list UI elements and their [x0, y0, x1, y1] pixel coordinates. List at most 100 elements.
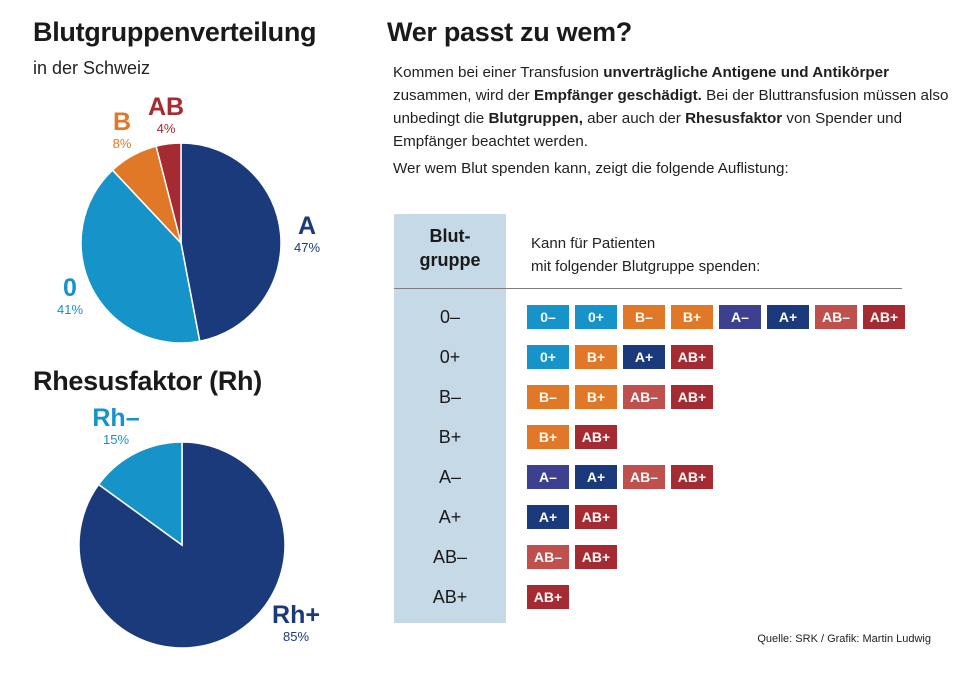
compat-row: A+ A+ AB+ — [394, 503, 914, 531]
recipient-tag: A+ — [575, 465, 617, 489]
pie1-label-ab-pct: 4% — [156, 121, 176, 136]
blood-group-pie — [80, 142, 282, 344]
donor-group-label: B– — [438, 387, 462, 407]
pie2-title: Rhesusfaktor (Rh) — [33, 366, 262, 396]
pie1-label-b: B 8% — [100, 108, 144, 151]
recipient-tag: A+ — [767, 305, 809, 329]
compat-row: AB+ AB+ — [394, 583, 914, 611]
compat-row: AB– AB– AB+ — [394, 543, 914, 571]
can-donate-header: Kann für Patienten mit folgender Blutgru… — [531, 232, 760, 278]
intro-run: Bei der Bluttransfusion müssen also unbe… — [393, 87, 949, 127]
recipient-tag: AB– — [527, 545, 569, 569]
intro-run: Rhesusfaktor — [685, 110, 783, 127]
blood-group-slice-3 — [155, 142, 182, 244]
recipient-tag: B– — [623, 305, 665, 329]
pie1-label-b-name: B — [112, 108, 132, 136]
blood-group-column — [394, 214, 506, 623]
donor-group-label: AB+ — [432, 587, 468, 607]
recipient-tag: B+ — [527, 425, 569, 449]
pie2-label-rhminus-name: Rh– — [92, 404, 140, 432]
blood-group-slice-1 — [80, 169, 201, 344]
compat-row: B– B– B+ AB– AB+ — [394, 383, 914, 411]
recipient-tag: AB+ — [527, 585, 569, 609]
recipient-tag: A– — [527, 465, 569, 489]
intro-paragraph: Kommen bei einer Transfusion unverträgli… — [393, 61, 953, 153]
can-donate-header-line2: mit folgender Blutgruppe spenden: — [531, 258, 761, 275]
recipient-tag: A+ — [623, 345, 665, 369]
pie1-label-a-name: A — [297, 212, 317, 240]
recipient-tag: AB+ — [671, 345, 713, 369]
intro-run: Kommen bei einer Transfusion — [393, 64, 604, 81]
recipient-tag: AB+ — [575, 545, 617, 569]
pie2-label-rhplus-pct: 85% — [282, 629, 310, 644]
intro-text: Kommen bei einer Transfusion unverträgli… — [393, 61, 953, 180]
recipient-tag: AB– — [815, 305, 857, 329]
compat-row: A– A– A+ AB– AB+ — [394, 463, 914, 491]
donor-group-label: 0– — [439, 307, 461, 327]
recipient-tag: AB– — [623, 465, 665, 489]
compat-row: 0+ 0+ B+ A+ AB+ — [394, 343, 914, 371]
compat-row: 0– 0– 0+ B– B+ A– A+ AB– AB+ — [394, 303, 914, 331]
recipient-tags: A+ AB+ — [527, 505, 617, 529]
recipient-tags: A– A+ AB– AB+ — [527, 465, 713, 489]
pie1-label-0-pct: 41% — [56, 302, 84, 317]
intro-run: Blutgruppen, — [488, 110, 583, 127]
recipient-tag: AB+ — [575, 505, 617, 529]
recipient-tag: AB+ — [575, 425, 617, 449]
intro-run: unverträgliche Antigene und Antikörper — [603, 64, 889, 81]
can-donate-header-line1: Kann für Patienten — [531, 235, 656, 252]
donor-group-label: AB– — [432, 547, 468, 567]
rhesus-pie — [78, 441, 286, 649]
pie2-label-rhplus-name: Rh+ — [272, 601, 320, 629]
recipient-tags: AB– AB+ — [527, 545, 617, 569]
recipient-tag: B– — [527, 385, 569, 409]
intro-run: von Spender und Empfänger beachtet werde… — [393, 110, 903, 150]
recipient-tag: AB– — [623, 385, 665, 409]
donor-group-label: 0+ — [439, 347, 461, 367]
recipient-tags: B+ AB+ — [527, 425, 617, 449]
recipient-tag: AB+ — [863, 305, 905, 329]
pie1-label-ab: AB 4% — [140, 93, 192, 136]
recipient-tag: B+ — [671, 305, 713, 329]
recipient-tag: 0+ — [575, 305, 617, 329]
recipient-tag: A+ — [527, 505, 569, 529]
source-credit: Quelle: SRK / Grafik: Martin Ludwig — [757, 633, 931, 645]
pie2-label-rhplus: Rh+ 85% — [266, 601, 326, 644]
header-divider — [394, 288, 902, 289]
rhesus-slice-1 — [97, 441, 183, 547]
recipient-tags: 0– 0+ B– B+ A– A+ AB– AB+ — [527, 305, 905, 329]
recipient-tag: 0– — [527, 305, 569, 329]
pie1-title: Blutgruppenverteilung — [33, 17, 317, 47]
recipient-tag: A– — [719, 305, 761, 329]
pie1-label-0-name: 0 — [63, 274, 77, 302]
pie2-label-rhminus: Rh– 15% — [88, 404, 144, 447]
pie1-label-0: 0 41% — [46, 274, 94, 317]
recipient-tag: AB+ — [671, 385, 713, 409]
column-header-line1: Blut- — [429, 226, 471, 246]
intro-run: Empfänger geschädigt. — [533, 87, 702, 104]
blood-group-column-header: Blut- gruppe — [394, 224, 506, 272]
donor-group-label: A– — [438, 467, 462, 487]
donor-group-label: A+ — [438, 507, 462, 527]
compat-title: Wer passt zu wem? — [387, 17, 632, 47]
donor-group-label: B+ — [438, 427, 462, 447]
pie1-label-b-pct: 8% — [112, 136, 132, 151]
pie1-label-ab-name: AB — [147, 93, 185, 121]
pie1-label-a: A 47% — [282, 212, 332, 255]
intro-run: aber auch der — [582, 110, 686, 127]
intro-run: zusammen, wird der — [393, 87, 534, 104]
recipient-tags: 0+ B+ A+ AB+ — [527, 345, 713, 369]
recipient-tags: AB+ — [527, 585, 569, 609]
recipient-tag: B+ — [575, 385, 617, 409]
pie2-label-rhminus-pct: 15% — [102, 432, 130, 447]
blood-group-slice-0 — [180, 142, 282, 343]
recipient-tag: B+ — [575, 345, 617, 369]
recipient-tag: 0+ — [527, 345, 569, 369]
pie1-subtitle: in der Schweiz — [33, 58, 151, 78]
intro-paragraph-2: Wer wem Blut spenden kann, zeigt die fol… — [393, 160, 789, 177]
column-header-line2: gruppe — [419, 250, 481, 270]
recipient-tags: B– B+ AB– AB+ — [527, 385, 713, 409]
compat-row: B+ B+ AB+ — [394, 423, 914, 451]
recipient-tag: AB+ — [671, 465, 713, 489]
pie1-label-a-pct: 47% — [293, 240, 321, 255]
